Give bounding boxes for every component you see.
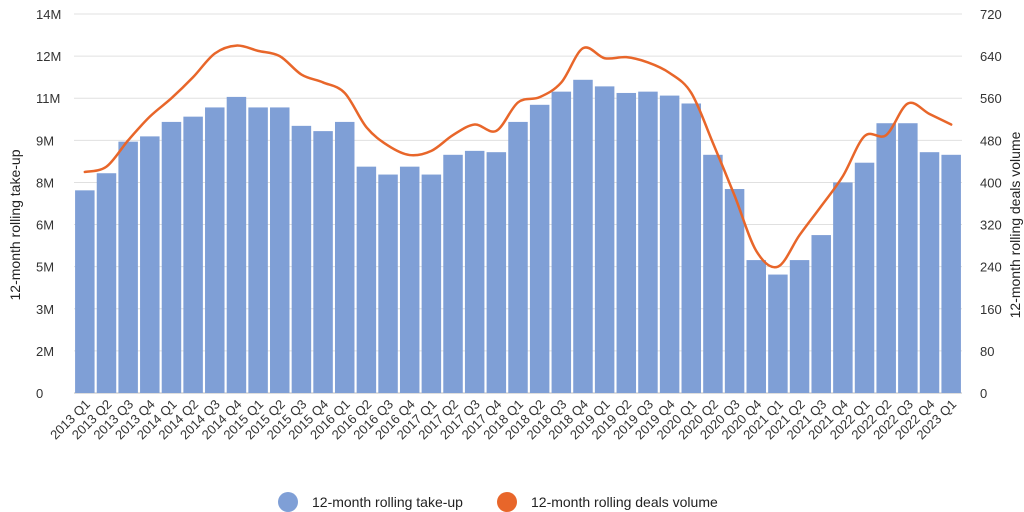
bar-take-up xyxy=(789,260,810,393)
left-axis-title: 12-month rolling take-up xyxy=(7,149,23,300)
left-axis-ticks: 0 2M 3M 5M 6M 8M 9M 11M 12M 14M xyxy=(36,7,61,401)
bar-take-up xyxy=(183,116,203,393)
line-deals-volume xyxy=(83,44,953,269)
right-tick-label: 720 xyxy=(980,7,1002,22)
right-tick-label: 240 xyxy=(980,260,1002,275)
bar-take-up xyxy=(898,123,918,393)
right-tick-label: 640 xyxy=(980,49,1002,64)
right-tick-label: 320 xyxy=(980,218,1002,233)
legend-label-take-up: 12-month rolling take-up xyxy=(312,494,463,510)
bar-take-up xyxy=(833,182,853,393)
bar-take-up xyxy=(205,107,225,394)
left-tick-label: 0 xyxy=(36,386,43,401)
right-tick-label: 480 xyxy=(980,133,1002,148)
bar-take-up xyxy=(248,107,268,394)
bar-take-up xyxy=(876,123,896,393)
bar-take-up xyxy=(421,174,442,393)
right-tick-label: 0 xyxy=(980,386,987,401)
bar-take-up xyxy=(919,152,940,393)
bar-take-up xyxy=(140,136,160,393)
bar-take-up xyxy=(486,152,507,393)
bar-take-up xyxy=(768,274,788,393)
bar-take-up xyxy=(616,92,637,393)
right-tick-label: 560 xyxy=(980,91,1002,106)
bar-take-up xyxy=(551,91,572,393)
bar-take-up xyxy=(746,260,766,393)
left-tick-label: 5M xyxy=(36,260,54,275)
bar-take-up xyxy=(508,121,528,393)
bar-take-up xyxy=(638,91,658,393)
deals-volume-line-group xyxy=(83,44,953,269)
bar-take-up xyxy=(226,96,247,393)
right-axis-ticks: 0 80 160 240 320 400 480 560 640 720 xyxy=(980,7,1002,401)
bar-take-up xyxy=(399,166,420,393)
left-tick-label: 6M xyxy=(36,218,54,233)
right-tick-label: 160 xyxy=(980,302,1002,317)
bar-take-up xyxy=(75,190,95,393)
left-tick-label: 14M xyxy=(36,7,61,22)
right-tick-label: 400 xyxy=(980,175,1002,190)
bar-take-up xyxy=(161,121,182,393)
bar-take-up xyxy=(681,103,702,393)
right-tick-label: 80 xyxy=(980,344,994,359)
bar-take-up xyxy=(573,79,593,393)
left-tick-label: 2M xyxy=(36,344,54,359)
bar-take-up xyxy=(118,141,138,393)
bar-take-up xyxy=(529,104,550,393)
bar-take-up xyxy=(941,154,961,393)
legend-marker-take-up xyxy=(278,492,298,512)
bar-take-up xyxy=(703,154,723,393)
bar-take-up xyxy=(594,86,615,393)
bar-take-up xyxy=(291,125,312,393)
bar-take-up xyxy=(724,189,745,393)
bar-take-up xyxy=(96,173,117,393)
right-axis-title: 12-month rolling deals volume xyxy=(1007,131,1023,318)
bar-take-up xyxy=(811,235,831,393)
bar-take-up xyxy=(270,107,290,394)
bar-take-up xyxy=(854,162,875,393)
bar-take-up xyxy=(443,154,463,393)
bar-take-up xyxy=(659,95,680,394)
legend: 12-month rolling take-up 12-month rollin… xyxy=(278,492,718,512)
legend-marker-deals-volume xyxy=(497,492,517,512)
legend-label-deals-volume: 12-month rolling deals volume xyxy=(531,494,718,510)
take-up-bars xyxy=(75,79,961,394)
bar-take-up xyxy=(378,174,398,393)
bar-take-up xyxy=(334,121,355,393)
left-tick-label: 11M xyxy=(36,91,60,106)
left-tick-label: 9M xyxy=(36,133,54,148)
bar-take-up xyxy=(464,150,485,393)
bar-take-up xyxy=(356,166,377,393)
left-tick-label: 3M xyxy=(36,302,54,317)
left-tick-label: 8M xyxy=(36,175,54,190)
bar-take-up xyxy=(313,131,333,393)
left-tick-label: 12M xyxy=(36,49,61,64)
